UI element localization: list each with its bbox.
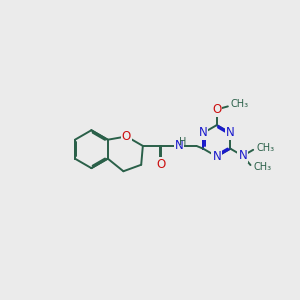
Text: N: N [199, 127, 208, 140]
Text: N: N [212, 150, 221, 163]
Text: O: O [122, 130, 131, 143]
Text: O: O [157, 158, 166, 171]
Text: CH₃: CH₃ [256, 143, 275, 153]
Text: O: O [212, 103, 221, 116]
Text: N: N [226, 127, 235, 140]
Text: N: N [238, 149, 247, 162]
Text: H: H [179, 136, 186, 146]
Text: CH₃: CH₃ [254, 162, 272, 172]
Text: N: N [175, 139, 183, 152]
Text: CH₃: CH₃ [231, 99, 249, 109]
